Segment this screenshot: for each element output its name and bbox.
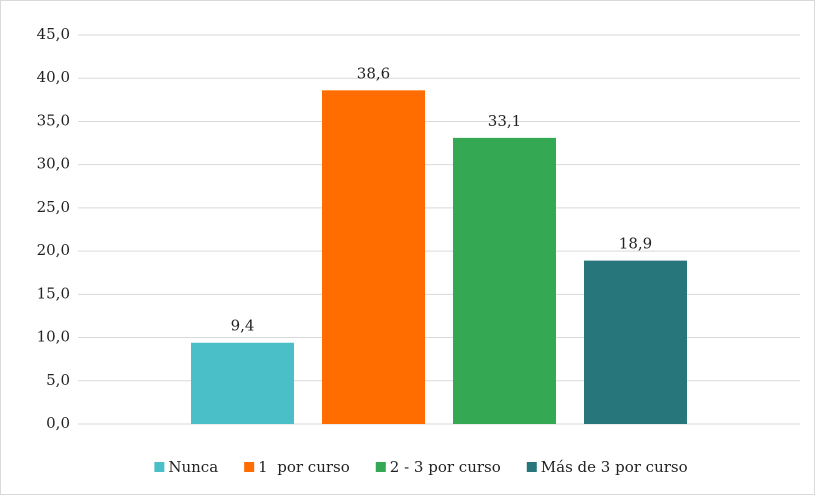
data-label: 38,6: [357, 64, 390, 82]
bar: [584, 260, 687, 424]
legend-label: Nunca: [168, 458, 218, 476]
bar: [322, 90, 425, 424]
legend-swatch: [154, 462, 165, 472]
y-tick-label: 45,0: [37, 25, 70, 43]
y-tick-label: 20,0: [37, 241, 70, 259]
legend-label: Más de 3 por curso: [541, 458, 688, 476]
legend-label: 2 - 3 por curso: [390, 458, 501, 476]
y-tick-label: 25,0: [37, 198, 70, 216]
y-tick-label: 40,0: [37, 68, 70, 86]
legend-swatch: [375, 462, 386, 472]
y-tick-label: 10,0: [37, 328, 70, 346]
y-tick-label: 35,0: [37, 111, 70, 129]
y-tick-label: 15,0: [37, 284, 70, 302]
legend-swatch: [244, 462, 255, 472]
y-tick-label: 0,0: [46, 414, 70, 432]
legend-swatch: [526, 462, 537, 472]
bar: [453, 137, 556, 424]
legend-label: 1 por curso: [258, 458, 350, 476]
y-tick-label: 5,0: [46, 371, 70, 389]
data-label: 33,1: [488, 112, 521, 130]
y-tick-label: 30,0: [37, 155, 70, 173]
data-label: 18,9: [619, 235, 652, 253]
data-label: 9,4: [231, 317, 255, 335]
bar: [191, 342, 294, 424]
